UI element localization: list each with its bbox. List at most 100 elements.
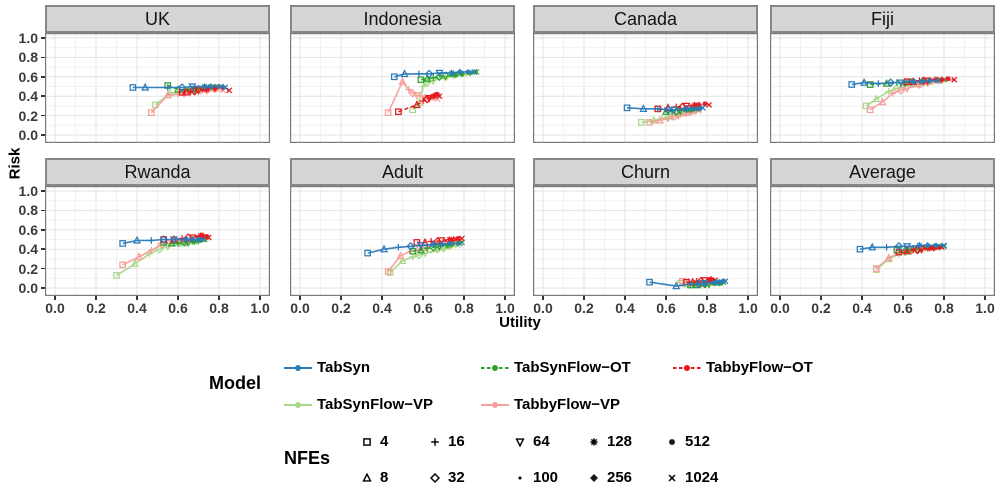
x-tick-label: 0.8 [454,300,474,316]
x-tick-label: 0.2 [574,300,594,316]
y-tick-mark [41,56,45,59]
facet-strip-canada: Canada [533,5,758,33]
y-tick-label: 1.0 [18,30,38,46]
x-tick-mark [463,296,465,300]
model-legend-label: TabSynFlow−OT [514,359,631,376]
x-tick-mark [218,296,220,300]
facet-title: Rwanda [124,161,191,182]
x-tick-mark [340,296,342,300]
y-tick-mark [41,134,45,136]
facet-strip-average: Average [770,158,995,186]
nfe-legend-label: 256 [607,469,633,486]
x-tick-label: 0.6 [168,300,188,316]
x-tick-mark [504,296,506,300]
nfe-shape-circle-filled-icon [669,439,675,445]
y-tick-mark [41,287,45,289]
y-tick-label: 0.6 [18,68,38,85]
y-tick-label: 0.0 [18,280,38,296]
model-legend-label: TabbyFlow−VP [514,396,620,413]
x-tick-label: 0.6 [893,300,913,316]
facet-panel-adult [290,186,515,296]
nfe-shape-diamond-filled-icon [590,474,598,482]
y-tick-mark [41,114,45,117]
x-tick-mark [624,296,626,300]
facet-strip-fiji: Fiji [770,5,995,33]
x-tick-mark [259,296,261,300]
x-tick-mark [779,296,781,300]
x-tick-mark [136,296,138,300]
nfe-legend-label: 4 [380,433,389,450]
nfe-legend-label: 32 [448,469,465,486]
facet-panel-churn [533,186,758,296]
nfe-shape-dot-icon [518,476,522,480]
nfe-shape-diamond-open-icon [430,473,440,483]
nfe-legend-label: 100 [533,469,559,486]
y-tick-mark [41,229,45,231]
y-tick-mark [41,95,45,97]
x-tick-mark [542,296,544,300]
x-tick-label: 0.0 [533,300,553,316]
facet-panel-fiji [770,33,995,143]
y-tick-label: 0.8 [18,202,38,219]
x-tick-label: 0.4 [372,300,392,316]
x-tick-mark [299,296,301,300]
x-tick-label: 0.0 [45,300,65,316]
x-tick-label: 0.0 [290,300,310,316]
x-tick-mark [381,296,383,300]
y-tick-label: 0.2 [18,260,38,277]
nfe-shape-plus-icon [431,438,439,446]
nfe-legend-label: 8 [380,469,389,486]
facet-strip-uk: UK [45,5,270,33]
y-tick-mark [41,209,45,212]
model-legend-key [673,365,701,371]
x-tick-mark [902,296,904,300]
facet-strip-rwanda: Rwanda [45,158,270,186]
facet-panel-rwanda [45,186,270,296]
x-tick-label: 0.2 [86,300,106,316]
x-tick-mark [706,296,708,300]
x-tick-mark [665,296,667,300]
facet-panel-canada [533,33,758,143]
x-tick-mark [747,296,749,300]
model-legend-label: TabbyFlow−OT [706,359,813,376]
nfe-legend-label: 16 [448,433,465,450]
y-tick-mark [41,267,45,270]
x-tick-mark [583,296,585,300]
model-legend-title: Model [209,373,261,393]
x-tick-mark [177,296,179,300]
facet-title: Adult [381,161,424,182]
nfe-legend-label: 1024 [685,469,719,486]
nfe-shape-x-icon [668,474,676,482]
nfe-shape-asterisk-icon [590,438,598,446]
x-tick-label: 0.2 [811,300,831,316]
nfe-legend-label: 64 [533,433,550,450]
x-tick-label: 0.8 [934,300,954,316]
x-tick-label: 1.0 [495,300,515,316]
x-tick-label: 0.4 [852,300,872,316]
x-tick-label: 0.8 [697,300,717,316]
y-tick-mark [41,37,45,39]
y-tick-mark [41,76,45,78]
model-legend-label: TabSyn [317,359,371,376]
x-tick-label: 0.2 [331,300,351,316]
x-tick-label: 0.6 [656,300,676,316]
x-tick-label: 1.0 [250,300,270,316]
x-tick-mark [95,296,97,300]
model-legend-key [284,402,312,408]
x-tick-label: 0.4 [615,300,635,316]
y-tick-label: 1.0 [18,183,38,199]
x-tick-label: 0.8 [209,300,229,316]
nfe-legend-label: 512 [685,433,711,450]
y-tick-label: 0.6 [18,221,38,238]
x-axis-title: Utility [499,314,541,331]
y-tick-label: 0.4 [18,88,38,105]
facet-panel-uk [45,33,270,143]
nfe-shape-triangle-down-open-icon [515,438,525,448]
facet-strip-adult: Adult [290,158,515,186]
facet-title: Churn [620,161,671,182]
model-legend-key [481,365,509,371]
nfe-shape-triangle-open-icon [362,472,372,482]
y-tick-mark [41,190,45,192]
